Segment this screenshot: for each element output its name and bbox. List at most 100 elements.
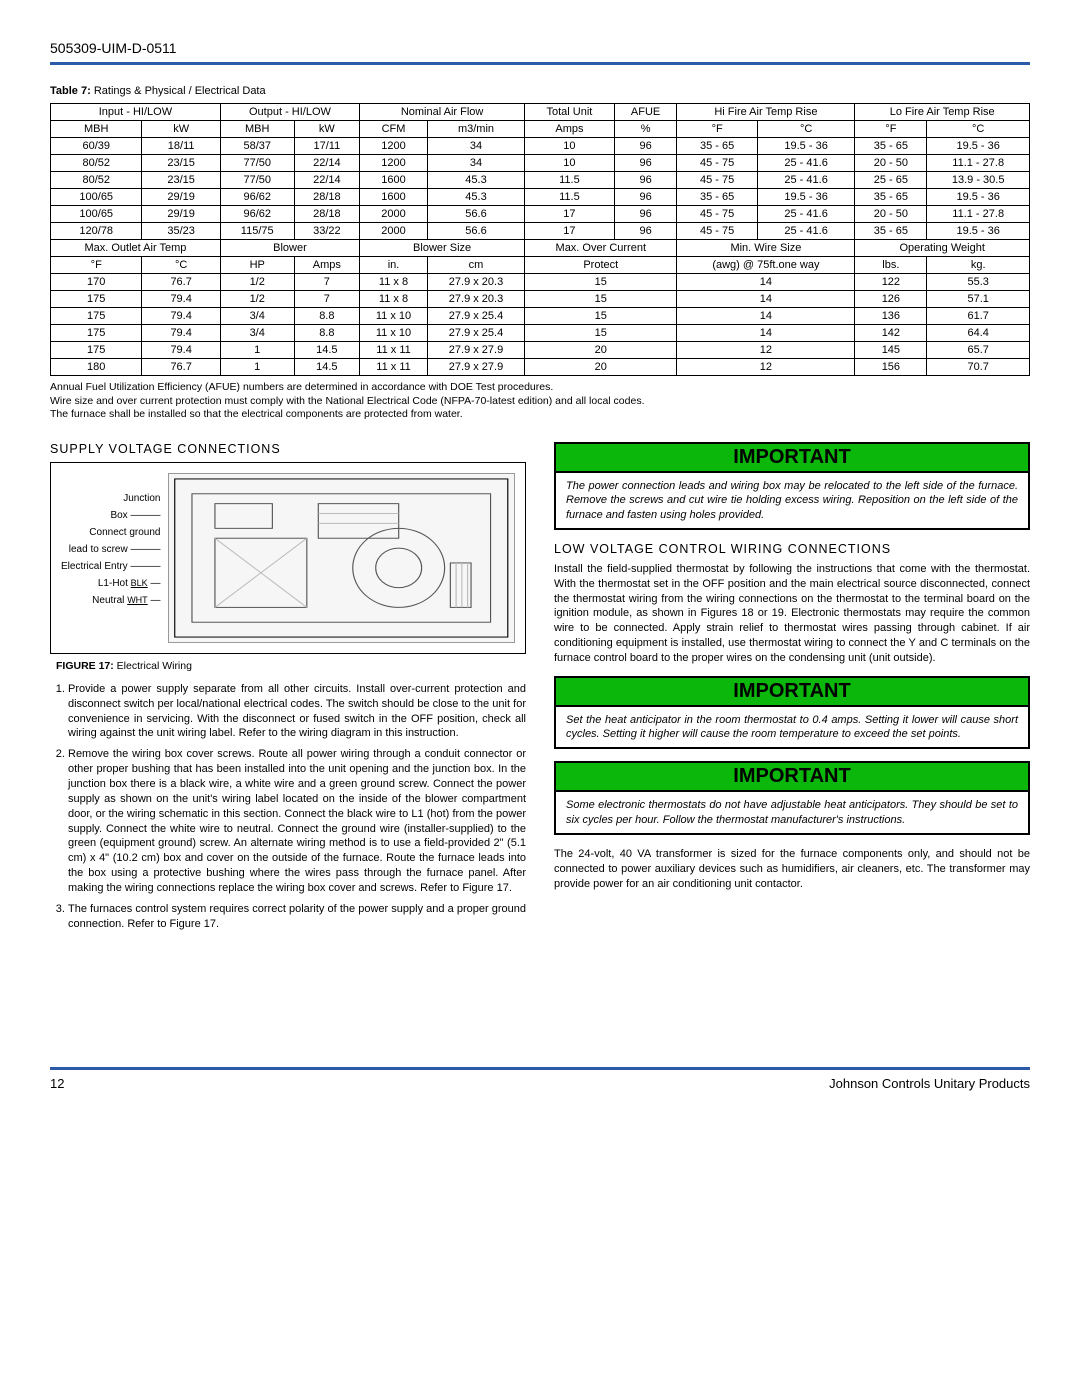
table-cell: 77/50 <box>220 172 294 189</box>
table-cell: 34 <box>427 138 524 155</box>
table-cell: 25 - 41.6 <box>757 206 855 223</box>
table-cell: 22/14 <box>294 155 360 172</box>
table-cell: 14.5 <box>294 359 360 376</box>
table-cell: 35 - 65 <box>855 189 927 206</box>
table-cell: 11.1 - 27.8 <box>927 155 1030 172</box>
footer: 12 Johnson Controls Unitary Products <box>50 1067 1030 1091</box>
table-cell: 1200 <box>360 138 428 155</box>
instruction-item: Provide a power supply separate from all… <box>68 682 526 741</box>
table-cell: 3/4 <box>220 325 294 342</box>
table-cell: 14 <box>677 308 855 325</box>
table-cell: 7 <box>294 291 360 308</box>
table-cell: 11 x 8 <box>360 291 428 308</box>
table-cell: 33/22 <box>294 223 360 240</box>
table-cell: Operating Weight <box>855 240 1030 257</box>
table-cell: 11 x 11 <box>360 342 428 359</box>
table-cell: 29/19 <box>142 189 220 206</box>
table-cell: 14 <box>677 274 855 291</box>
table-cell: 175 <box>51 325 142 342</box>
table-cell: 58/37 <box>220 138 294 155</box>
table-cell: 96/62 <box>220 189 294 206</box>
table-cell: 28/18 <box>294 206 360 223</box>
table-cell: 20 <box>525 342 677 359</box>
table-cell: 1600 <box>360 172 428 189</box>
table-cell: 45 - 75 <box>677 172 757 189</box>
table-cell: 65.7 <box>927 342 1030 359</box>
table-cell: 126 <box>855 291 927 308</box>
table-cell: 27.9 x 25.4 <box>427 308 524 325</box>
table-cell: 10 <box>525 155 615 172</box>
table-7-caption-prefix: Table 7: <box>50 85 91 97</box>
table-note: Wire size and over current protection mu… <box>50 395 1030 409</box>
table-cell: 77/50 <box>220 155 294 172</box>
important-body-2: Set the heat anticipator in the room the… <box>556 707 1028 748</box>
important-label: IMPORTANT <box>556 678 1028 707</box>
table-cell: 35 - 65 <box>677 138 757 155</box>
table-cell: 175 <box>51 308 142 325</box>
table-cell: 1600 <box>360 189 428 206</box>
table-cell: 70.7 <box>927 359 1030 376</box>
table-cell: 57.1 <box>927 291 1030 308</box>
table-cell: 8.8 <box>294 308 360 325</box>
table-cell: HP <box>220 257 294 274</box>
table-cell: 28/18 <box>294 189 360 206</box>
table-cell: 19.5 - 36 <box>927 189 1030 206</box>
table-cell: 11.5 <box>525 172 615 189</box>
instruction-item: The furnaces control system requires cor… <box>68 902 526 932</box>
table-cell: cm <box>427 257 524 274</box>
ratings-table: Input - HI/LOWOutput - HI/LOWNominal Air… <box>50 103 1030 376</box>
table-cell: 19.5 - 36 <box>927 223 1030 240</box>
table-7-caption-text: Ratings & Physical / Electrical Data <box>91 85 266 97</box>
table-cell: 11 x 10 <box>360 325 428 342</box>
table-cell: 11.5 <box>525 189 615 206</box>
table-cell: 25 - 65 <box>855 172 927 189</box>
table-cell: 115/75 <box>220 223 294 240</box>
table-cell: Hi Fire Air Temp Rise <box>677 104 855 121</box>
table-cell: 79.4 <box>142 308 220 325</box>
table-cell: 45 - 75 <box>677 206 757 223</box>
company-name: Johnson Controls Unitary Products <box>829 1076 1030 1091</box>
table-cell: 45.3 <box>427 189 524 206</box>
table-cell: 96/62 <box>220 206 294 223</box>
table-cell: 136 <box>855 308 927 325</box>
table-cell: 1200 <box>360 155 428 172</box>
table-cell: 14 <box>677 325 855 342</box>
table-cell: Blower <box>220 240 359 257</box>
table-cell: kW <box>294 121 360 138</box>
table-cell: 35 - 65 <box>855 138 927 155</box>
table-cell: 35 - 65 <box>855 223 927 240</box>
table-cell: °F <box>51 257 142 274</box>
table-cell: 11.1 - 27.8 <box>927 206 1030 223</box>
table-cell: Protect <box>525 257 677 274</box>
page-number: 12 <box>50 1076 64 1091</box>
table-cell: 100/65 <box>51 189 142 206</box>
table-cell: 2000 <box>360 223 428 240</box>
table-cell: Max. Over Current <box>525 240 677 257</box>
important-body-3: Some electronic thermostats do not have … <box>556 792 1028 833</box>
table-cell: Output - HI/LOW <box>220 104 359 121</box>
table-cell: Amps <box>294 257 360 274</box>
table-cell: 29/19 <box>142 206 220 223</box>
table-cell: kW <box>142 121 220 138</box>
table-cell: 15 <box>525 291 677 308</box>
table-cell: 17 <box>525 206 615 223</box>
table-cell: 27.9 x 20.3 <box>427 274 524 291</box>
table-cell: 19.5 - 36 <box>757 189 855 206</box>
table-cell: 15 <box>525 325 677 342</box>
table-cell: 22/14 <box>294 172 360 189</box>
table-cell: 175 <box>51 291 142 308</box>
table-cell: 2000 <box>360 206 428 223</box>
table-cell: °F <box>677 121 757 138</box>
table-cell: 145 <box>855 342 927 359</box>
instruction-list: Provide a power supply separate from all… <box>50 682 526 932</box>
table-cell: 12 <box>677 359 855 376</box>
table-cell: 1/2 <box>220 291 294 308</box>
table-cell: lbs. <box>855 257 927 274</box>
table-cell: 13.9 - 30.5 <box>927 172 1030 189</box>
table-note: The furnace shall be installed so that t… <box>50 408 1030 422</box>
important-box-2: IMPORTANT Set the heat anticipator in th… <box>554 676 1030 750</box>
table-cell: 15 <box>525 308 677 325</box>
table-cell: in. <box>360 257 428 274</box>
figure-17-box: Junction Box ——— Connect ground lead to … <box>50 462 526 654</box>
table-cell: °C <box>927 121 1030 138</box>
